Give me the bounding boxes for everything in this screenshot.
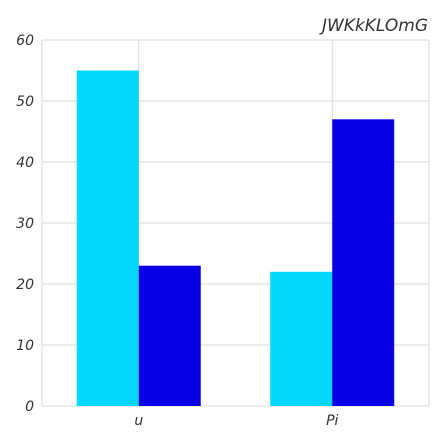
bar xyxy=(332,119,395,407)
y-tick-label: 20 xyxy=(16,277,34,293)
y-tick-label: 40 xyxy=(16,155,34,171)
chart-title: JWKkKLOmG xyxy=(319,16,428,36)
bars xyxy=(76,70,395,407)
bar xyxy=(76,70,139,406)
x-tick-label: Pi xyxy=(326,413,338,429)
y-tick-label: 0 xyxy=(25,399,34,415)
y-tick-label: 50 xyxy=(16,94,34,110)
y-tick-label: 30 xyxy=(16,216,34,232)
y-tick-label: 60 xyxy=(16,33,34,49)
bar xyxy=(138,265,201,406)
bar xyxy=(270,271,333,406)
x-tick-label: u xyxy=(134,413,143,429)
y-tick-label: 10 xyxy=(16,338,34,354)
tick-labels: 0 10 20 30 40 50 60 u Pi xyxy=(16,33,338,429)
